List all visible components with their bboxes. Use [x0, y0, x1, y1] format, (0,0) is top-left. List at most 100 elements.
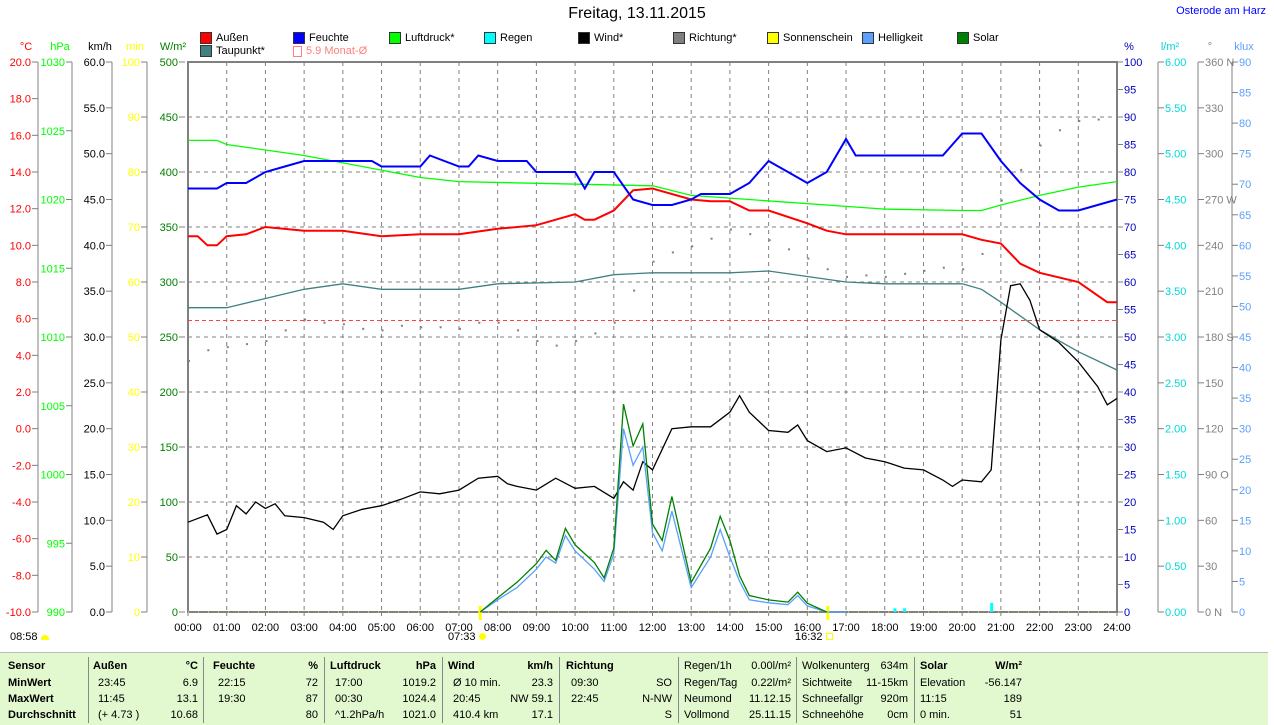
axis-tick-label-dir: 0 N [1205, 607, 1222, 619]
table-cell: ^1.2hPa/h [335, 709, 385, 721]
legend-item: Luftdruck* [389, 32, 455, 44]
direction-point [884, 275, 887, 278]
legend-label: Luftdruck* [405, 32, 455, 44]
table-cell: 189 [1003, 693, 1022, 705]
direction-point [1039, 144, 1042, 147]
axis-tick-label-lux: 65 [1239, 210, 1251, 222]
legend-label: Wind* [594, 32, 624, 44]
sun-icon [40, 635, 49, 640]
table-cell: 410.4 km [453, 709, 499, 721]
table-cell: 0 min. [920, 709, 950, 721]
direction-point [787, 248, 790, 251]
axis-tick-label-press: 1030 [41, 57, 65, 69]
axis-tick-label-solar: 50 [166, 552, 178, 564]
axis-tick-label-lux: 40 [1239, 363, 1251, 375]
legend-swatch [767, 32, 779, 44]
table-cell: 72 [305, 677, 318, 689]
axis-tick-label-temp: -8.0 [12, 570, 31, 582]
axis-tick-label-wind: 15.0 [84, 470, 105, 482]
axis-tick-label-rain: 3.00 [1165, 332, 1186, 344]
axis-tick-label-hum: 10 [1124, 552, 1136, 564]
rain-bar [893, 608, 897, 612]
axis-tick-label-dir: 120 [1205, 424, 1223, 436]
axis-tick-label-temp: 18.0 [10, 94, 31, 106]
axis-tick-label-press: 1020 [41, 195, 65, 207]
axis-tick-label-press: 995 [47, 538, 65, 550]
direction-point [904, 272, 907, 275]
axis-tick-label-sunmin: 70 [128, 222, 140, 234]
axis-tick-label-lux: 60 [1239, 240, 1251, 252]
axis-tick-label-dir: 240 [1205, 240, 1223, 252]
direction-point [226, 346, 229, 349]
direction-point [729, 228, 732, 231]
axis-tick-label-lux: 75 [1239, 149, 1251, 161]
legend-swatch [673, 32, 685, 44]
table-cell: MinWert [8, 677, 52, 689]
axis-tick-label-solar: 250 [160, 332, 178, 344]
direction-point [594, 332, 597, 335]
legend-label: Solar [973, 32, 999, 44]
legend-swatch [200, 32, 212, 44]
axis-unit-dir: ° [1208, 41, 1212, 53]
table-cell: °C [185, 660, 198, 672]
axis-tick-label-lux: 10 [1239, 546, 1251, 558]
legend-swatch [293, 45, 302, 57]
table-cell: 20:45 [453, 693, 481, 705]
table-cell: 17:00 [335, 677, 363, 689]
sunrise-time: 07:33 [448, 631, 476, 643]
direction-point [652, 260, 655, 263]
direction-point [246, 343, 249, 346]
direction-point [555, 344, 558, 347]
axis-tick-label-temp: 6.0 [16, 314, 31, 326]
direction-point [1020, 168, 1023, 171]
axis-tick-label-hum: 0 [1124, 607, 1130, 619]
direction-point [981, 252, 984, 255]
direction-point [323, 321, 326, 324]
axis-tick-label-lux: 30 [1239, 424, 1251, 436]
x-tick-label: 02:00 [252, 622, 280, 634]
table-cell: 1021.0 [402, 709, 436, 721]
legend-label: Taupunkt* [216, 45, 265, 57]
weather-chart: 00:00 01:00 02:00 03:00 04:00 05:00 06:00 07:00… [6, 41, 1254, 634]
direction-point [517, 329, 520, 332]
axis-tick-label-sunmin: 50 [128, 332, 140, 344]
axis-tick-label-sunmin: 80 [128, 167, 140, 179]
direction-point [768, 239, 771, 242]
axis-tick-label-temp: -4.0 [12, 497, 31, 509]
direction-point [691, 245, 694, 248]
sunset-icon [825, 633, 833, 640]
x-tick-label: 17:00 [832, 622, 860, 634]
day-length: 08:58 [10, 631, 49, 643]
axis-tick-label-rain: 5.50 [1165, 103, 1186, 115]
axis-tick-label-hum: 70 [1124, 222, 1136, 234]
table-cell: 11.12.15 [748, 693, 791, 705]
axis-tick-label-temp: -6.0 [12, 534, 31, 546]
axis-tick-label-solar: 500 [160, 57, 178, 69]
x-tick-label: 10:00 [561, 622, 589, 634]
table-cell: Feuchte [213, 660, 256, 672]
x-tick-label: 23:00 [1065, 622, 1093, 634]
direction-point [188, 359, 190, 362]
table-cell: 22:45 [571, 693, 599, 705]
axis-tick-label-solar: 100 [160, 497, 178, 509]
axis-unit-temp: °C [20, 41, 32, 53]
axis-tick-label-lux: 55 [1239, 271, 1251, 283]
day-length-value: 08:58 [10, 631, 38, 643]
axis-tick-label-lux: 70 [1239, 179, 1251, 191]
direction-point [749, 233, 752, 236]
axis-tick-label-sunmin: 40 [128, 387, 140, 399]
table-cell: W/m² [995, 660, 1022, 672]
table-cell: 10.68 [170, 709, 198, 721]
direction-point [497, 321, 500, 324]
legend-label: Regen [500, 32, 533, 44]
axis-tick-label-temp: -10.0 [6, 607, 31, 619]
table-cell: Regen/Tag [684, 677, 738, 689]
axis-tick-label-press: 1015 [41, 263, 65, 275]
axis-tick-label-rain: 3.50 [1165, 286, 1186, 298]
table-cell: 23:45 [98, 677, 126, 689]
axis-tick-label-dir: 60 [1205, 515, 1217, 527]
x-tick-label: 20:00 [948, 622, 976, 634]
axis-tick-label-solar: 200 [160, 387, 178, 399]
series-line [188, 187, 1117, 304]
axis-tick-label-sunmin: 100 [122, 57, 140, 69]
